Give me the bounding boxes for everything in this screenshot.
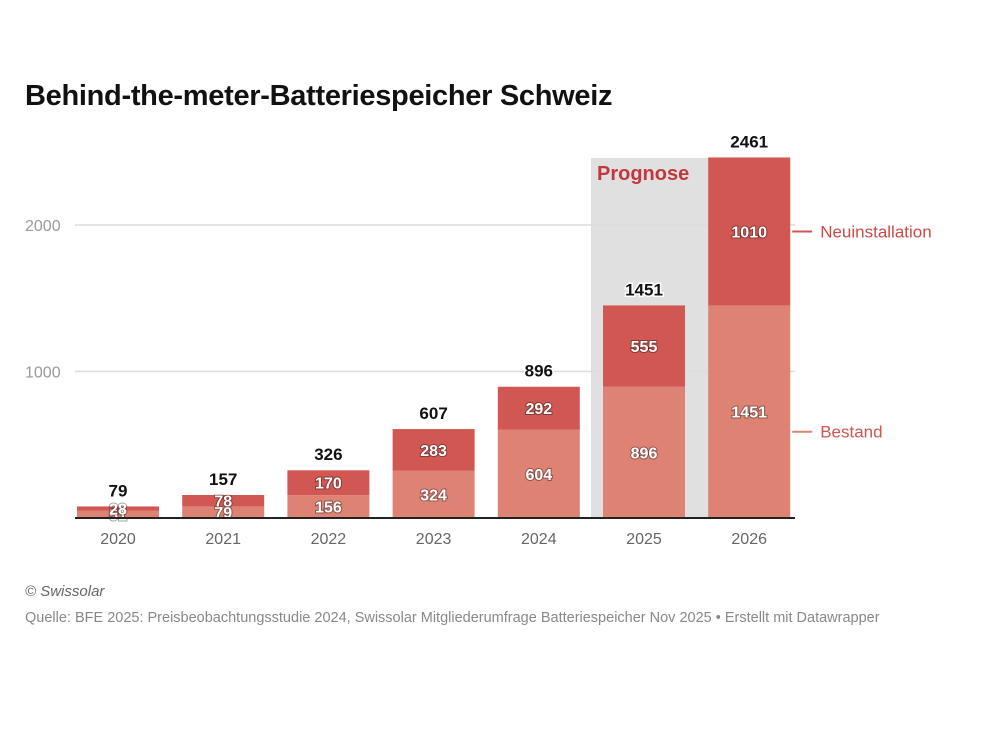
bar-segment-neuinstallation	[708, 157, 791, 306]
y-tick-label: 2000	[25, 218, 61, 235]
bar-segment-bestand	[497, 429, 580, 518]
bar-segment-neuinstallation	[287, 470, 370, 496]
segment-value-label: 156	[315, 500, 342, 517]
bar-segment-bestand	[182, 506, 265, 518]
segment-value-label: 1010	[731, 224, 767, 241]
bar-segment-bestand	[287, 495, 370, 518]
segment-value-label: 555	[631, 339, 658, 356]
x-tick-label: 2021	[205, 531, 241, 548]
legend-label-neuinstallation: Neuinstallation	[820, 222, 932, 241]
segment-value-label: 170	[315, 476, 342, 493]
x-tick-label: 2022	[311, 531, 347, 548]
total-value-label: 1451	[625, 280, 663, 299]
bar-segment-bestand	[77, 510, 159, 518]
total-value-label: 157	[209, 470, 237, 489]
x-tick-label: 2025	[626, 531, 662, 548]
segment-value-label: 1451	[731, 405, 767, 422]
segment-value-label: 292	[525, 401, 552, 418]
bar-segment-neuinstallation	[497, 386, 580, 430]
segment-value-label: 51	[109, 507, 127, 524]
segment-value-label: 604	[525, 467, 552, 484]
bar-segment-bestand	[603, 386, 685, 518]
bar-segment-neuinstallation	[603, 305, 685, 387]
total-value-label: 326	[314, 445, 342, 464]
y-tick-label: 1000	[25, 365, 61, 382]
source-note: Quelle: BFE 2025: Preisbeobachtungsstudi…	[25, 610, 880, 626]
segment-value-label: 324	[420, 487, 447, 504]
total-value-label: 607	[419, 404, 447, 423]
copyright-note: © Swissolar	[25, 583, 105, 600]
x-tick-label: 2026	[731, 531, 767, 548]
bar-segment-bestand	[708, 305, 791, 518]
segment-value-label: 28	[109, 501, 127, 518]
segment-value-label: 78	[214, 494, 232, 511]
bar-segment-neuinstallation	[77, 506, 159, 511]
bar-segment-neuinstallation	[392, 429, 475, 471]
segment-value-label: 283	[420, 443, 447, 460]
x-tick-label: 2020	[100, 531, 136, 548]
total-value-label: 79	[109, 481, 128, 500]
bar-segment-bestand	[392, 470, 475, 518]
x-tick-label: 2024	[521, 531, 557, 548]
forecast-label: Prognose	[597, 163, 689, 185]
total-value-label: 896	[525, 362, 553, 381]
legend-label-bestand: Bestand	[820, 423, 882, 442]
total-value-label: 2461	[730, 132, 768, 151]
bar-segment-neuinstallation	[182, 494, 265, 507]
chart-title: Behind-the-meter-Batteriespeicher Schwei…	[25, 80, 613, 112]
x-tick-label: 2023	[416, 531, 452, 548]
segment-value-label: 896	[631, 445, 658, 462]
